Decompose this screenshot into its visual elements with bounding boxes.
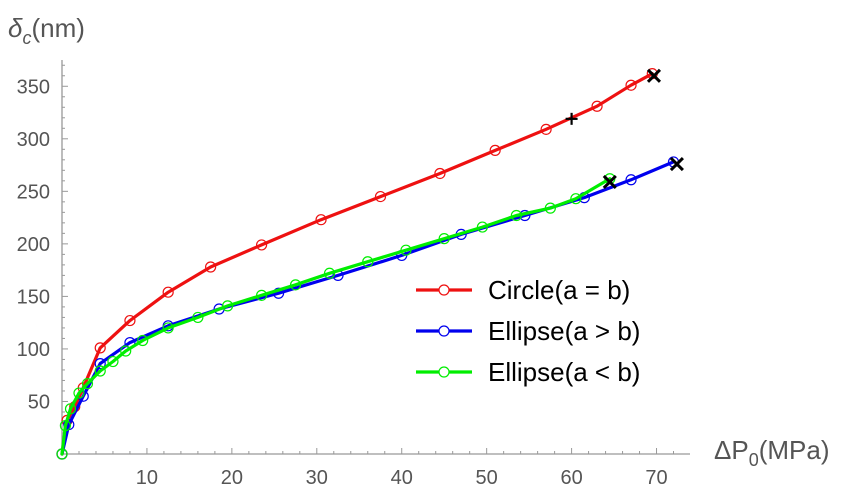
data-point: [540, 123, 552, 135]
data-point: [438, 233, 450, 245]
legend-swatch-marker: [438, 325, 450, 337]
plot-markers: [565, 68, 684, 189]
data-point: [56, 448, 68, 460]
data-point: [59, 420, 71, 432]
x-tick-label: 60: [560, 467, 582, 486]
y-axis-symbol: δ: [8, 13, 23, 43]
data-point: [544, 202, 556, 214]
y-axis-unit: (nm): [31, 13, 84, 43]
data-point: [591, 100, 603, 112]
data-point: [570, 193, 582, 205]
cross-marker: [669, 156, 684, 172]
data-point: [362, 256, 374, 268]
legend-label: Ellipse(a < b): [488, 357, 640, 387]
y-tick-label: 250: [17, 181, 50, 203]
data-point: [489, 144, 501, 156]
data-point: [510, 209, 522, 222]
data-point: [255, 239, 268, 251]
data-point: [137, 334, 149, 347]
data-point: [374, 190, 387, 203]
y-axis-title: δc(nm): [8, 13, 85, 48]
data-point: [64, 403, 77, 415]
legend-swatch-marker: [438, 284, 450, 296]
legend: Circle(a = b) Ellipse(a > b) Ellipse(a < b…: [416, 275, 640, 387]
data-point: [205, 261, 217, 273]
x-axis-title: ΔP0(MPa): [714, 435, 830, 470]
data-point: [289, 279, 302, 291]
y-tick-label: 100: [17, 339, 50, 361]
x-axis-unit: (MPa): [759, 435, 830, 465]
x-ticks: 10 20 30 40 50 60 70: [78, 448, 675, 486]
x-tick-label: 20: [221, 467, 243, 486]
marker-stroke: [602, 174, 617, 189]
data-point: [625, 174, 637, 186]
legend-entry-3: Ellipse(a < b): [416, 357, 640, 387]
x-tick-label: 40: [391, 467, 413, 486]
x-axis-symbol: ΔP: [714, 435, 749, 465]
data-point: [315, 214, 327, 226]
data-point: [222, 300, 234, 312]
data-point: [323, 267, 336, 279]
y-tick-label: 300: [17, 129, 50, 151]
data-point: [400, 244, 412, 256]
y-axis-subscript: c: [22, 28, 31, 48]
data-point: [162, 286, 174, 298]
marker-stroke: [669, 156, 684, 172]
data-point: [625, 79, 637, 91]
cross-marker: [646, 68, 662, 83]
data-point: [124, 314, 136, 327]
plus-marker: [565, 112, 578, 125]
data-point: [162, 322, 174, 334]
series-line: [60, 177, 612, 456]
legend-entry-2: Ellipse(a > b): [416, 316, 640, 346]
legend-label: Circle(a = b): [488, 275, 630, 305]
cross-marker: [602, 174, 617, 189]
data-point: [192, 311, 204, 324]
x-tick-label: 50: [476, 467, 498, 486]
series-line: [60, 160, 676, 456]
y-ticks: 50 100 150 200 250 300 350: [17, 64, 68, 444]
x-tick-label: 10: [136, 467, 158, 486]
y-tick-label: 200: [17, 234, 50, 256]
data-point: [255, 289, 268, 301]
legend-swatch-marker: [438, 366, 450, 378]
x-tick-label: 30: [306, 467, 328, 486]
marker-stroke: [646, 68, 662, 83]
data-point: [434, 167, 446, 180]
data-point: [73, 387, 85, 399]
legend-label: Ellipse(a > b): [488, 316, 640, 346]
data-point: [94, 342, 106, 354]
series-3: [56, 173, 616, 460]
data-point: [107, 355, 119, 368]
axes: 10 20 30 40 50 60 70 50 100 150 200 250 300 350: [17, 60, 690, 486]
data-point: [120, 345, 132, 357]
x-axis-subscript: 0: [749, 450, 759, 470]
data-point: [81, 378, 94, 390]
y-tick-label: 50: [28, 391, 50, 413]
plot-series: [56, 68, 680, 460]
data-point: [94, 358, 106, 370]
legend-entry-1: Circle(a = b): [416, 275, 630, 305]
y-tick-label: 350: [17, 76, 50, 98]
data-point: [94, 365, 106, 377]
x-tick-label: 70: [645, 467, 667, 486]
series-line: [60, 72, 654, 456]
data-point: [476, 221, 489, 233]
y-tick-label: 150: [17, 286, 50, 308]
